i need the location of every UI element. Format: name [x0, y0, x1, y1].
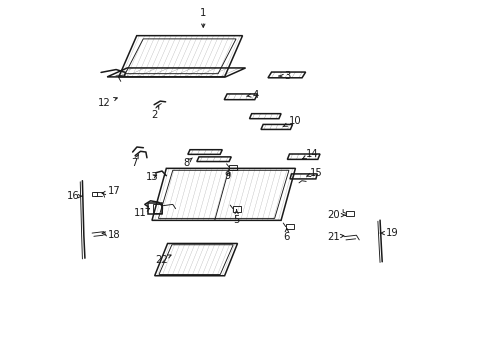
Text: 8: 8: [183, 158, 192, 168]
Text: 18: 18: [102, 230, 121, 239]
Text: 12: 12: [97, 98, 117, 108]
Bar: [233, 206, 241, 212]
Text: 10: 10: [283, 116, 301, 127]
Text: 19: 19: [380, 228, 398, 238]
Text: 11: 11: [133, 208, 149, 218]
Text: 7: 7: [131, 155, 138, 168]
Bar: [148, 203, 162, 214]
Text: 3: 3: [278, 71, 290, 81]
Text: 22: 22: [155, 255, 171, 265]
Text: 4: 4: [246, 90, 258, 100]
Text: 1: 1: [200, 8, 206, 27]
Bar: [346, 211, 353, 216]
Text: 2: 2: [151, 105, 159, 121]
Text: 15: 15: [306, 168, 322, 178]
Text: 16: 16: [66, 191, 82, 201]
Text: 6: 6: [283, 229, 289, 242]
Text: 20: 20: [326, 210, 345, 220]
Text: 13: 13: [145, 172, 158, 182]
Bar: [92, 192, 97, 196]
Text: 5: 5: [233, 210, 239, 225]
Text: 17: 17: [102, 186, 121, 197]
Bar: [285, 224, 293, 229]
Bar: [152, 204, 162, 213]
Text: 9: 9: [224, 171, 230, 181]
Bar: [229, 165, 236, 170]
Text: 14: 14: [302, 149, 318, 159]
Text: 21: 21: [326, 232, 343, 242]
